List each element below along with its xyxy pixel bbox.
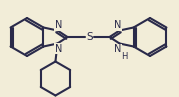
Text: N: N (55, 20, 62, 30)
Text: N: N (114, 45, 121, 55)
Text: S: S (86, 32, 93, 42)
Text: N: N (114, 20, 121, 30)
Text: N: N (55, 43, 62, 54)
Text: H: H (121, 52, 128, 61)
